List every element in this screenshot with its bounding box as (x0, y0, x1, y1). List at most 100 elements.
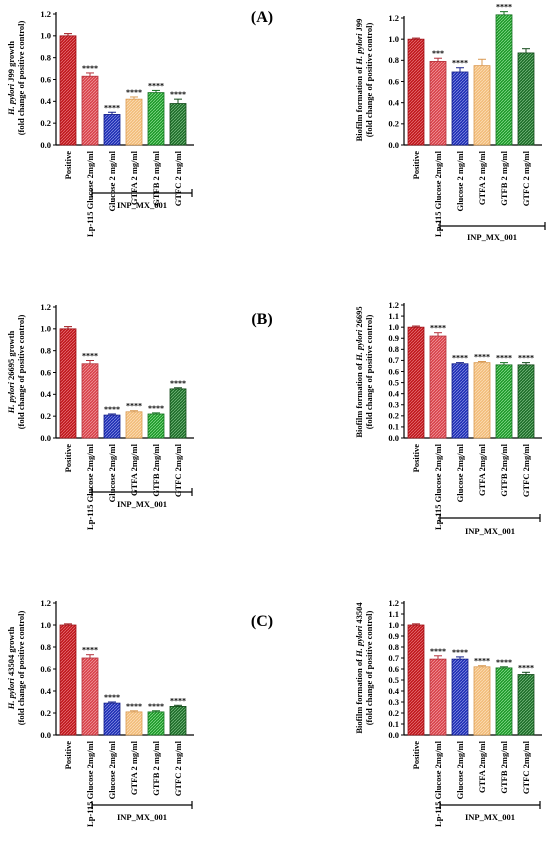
significance-label: **** (148, 81, 164, 90)
x-tick-label: GTFC 2mg/ml (521, 443, 531, 497)
x-tick-label: GTFA 2mg/ml (129, 443, 139, 496)
bar (517, 52, 535, 146)
y-tick-label: 0.2 (388, 708, 399, 718)
bar (429, 658, 447, 736)
y-tick-label: 0.6 (40, 664, 51, 674)
panel-label-b: (B) (251, 311, 272, 328)
bar (169, 388, 187, 439)
y-tick-label: 0.2 (40, 708, 51, 718)
bar (103, 702, 121, 736)
x-tick-label: Lp-115 Glucose 2mg/ml (433, 150, 443, 237)
x-tick-label: Lp-115 Glucose 2mg/ml (85, 740, 95, 827)
y-tick-label: 0.3 (388, 400, 399, 410)
bar (495, 364, 513, 439)
significance-label: **** (126, 88, 142, 97)
significance-label: **** (430, 324, 446, 333)
y-tick-label: 0.8 (388, 55, 399, 65)
y-tick-label: 0.6 (40, 74, 51, 84)
x-tick-label: Positive (63, 741, 73, 770)
y-tick-label: 0.4 (40, 96, 51, 106)
bar (81, 657, 99, 736)
significance-label: **** (126, 702, 142, 711)
y-tick-label: 0.8 (40, 52, 51, 62)
y-tick-label: 1.1 (388, 609, 399, 619)
y-axis-label: Biofilm formation of H. pylori J99(fold … (354, 19, 374, 142)
significance-label: **** (170, 696, 186, 705)
x-tick-label: GTFB 2 mg/ml (151, 740, 161, 795)
x-tick-label: Lp-115 Glucose 2mg/ml (85, 150, 95, 237)
bar (59, 328, 77, 439)
significance-label: **** (82, 646, 98, 655)
x-tick-label: Glucose 2 mg/ml (107, 150, 117, 211)
y-tick-label: 0.9 (388, 631, 399, 641)
y-tick-label: 0.0 (388, 730, 399, 740)
bar (407, 624, 425, 736)
y-tick-label: 0.0 (40, 433, 51, 443)
significance-label: **** (474, 353, 490, 362)
x-tick-label: GTFC 2 mg/ml (521, 150, 531, 206)
x-tick-label: Positive (411, 151, 421, 180)
bar (59, 624, 77, 736)
chart-26695-growth: 0.0 0.2 0.4 0.6 0.8 1.0 1.2 H. pylori 26695 gro… (6, 302, 194, 530)
chart-43504-growth: 0.0 0.2 0.4 0.6 0.8 1.0 1.2 H. pylori 43504 gro… (6, 598, 194, 827)
y-tick-label: 0.4 (388, 686, 399, 696)
x-tick-label: GTFA 2 mg/ml (129, 740, 139, 795)
y-tick-label: 0.1 (388, 719, 399, 729)
y-tick-label: 0.2 (388, 119, 399, 129)
chart-43504-biofilm: 0.00.10.20.30.40.50.60.70.80.91.01.11.2 B… (354, 598, 542, 827)
bar (451, 71, 469, 146)
significance-label: **** (452, 354, 468, 363)
y-tick-label: 1.2 (40, 9, 51, 19)
x-tick-label: GTFC 2mg/ml (173, 443, 183, 497)
y-tick-label: 0.0 (40, 730, 51, 740)
panel-label-a: (A) (251, 9, 273, 26)
y-tick-label: 0.6 (388, 76, 399, 86)
bar (169, 706, 187, 736)
x-tick-label: Glucose 2mg/ml (107, 443, 117, 502)
bar (125, 98, 143, 146)
significance-label: **** (518, 663, 534, 672)
y-tick-label: 0.6 (388, 366, 399, 376)
significance-label: **** (104, 405, 120, 414)
y-axis-label: H. pylori J99 growth(fold change of posi… (6, 21, 26, 136)
bar (451, 363, 469, 439)
y-tick-label: 0.4 (388, 388, 399, 398)
y-tick-label: 0.0 (388, 140, 399, 150)
bar (103, 414, 121, 439)
group-bracket-label: INP_MX_001 (465, 526, 515, 536)
y-tick-label: 0.2 (40, 118, 51, 128)
x-tick-label: Positive (411, 444, 421, 473)
y-tick-label: 0.5 (388, 675, 399, 685)
bar (103, 114, 121, 146)
significance-label: **** (126, 402, 142, 411)
significance-label: **** (474, 657, 490, 666)
y-tick-label: 0.4 (388, 97, 399, 107)
significance-label: **** (518, 354, 534, 363)
y-tick-label: 0.8 (388, 642, 399, 652)
y-axis-label: H. pylori 26695 growth(fold change of po… (6, 315, 26, 430)
bar (473, 362, 491, 439)
bar (147, 92, 165, 146)
bar (81, 363, 99, 439)
y-tick-label: 1.0 (388, 620, 399, 630)
significance-label: **** (452, 59, 468, 68)
x-tick-label: GTFA 2mg/ml (477, 740, 487, 793)
chart-j99-biofilm: 0.0 0.2 0.4 0.6 0.8 1.0 1.2 Biofilm formation o… (354, 3, 546, 242)
y-tick-label: 0.6 (388, 664, 399, 674)
bar (59, 35, 77, 146)
significance-label: **** (170, 90, 186, 99)
bar (429, 335, 447, 439)
y-tick-label: 0.7 (388, 653, 399, 663)
group-bracket-label: INP_MX_001 (117, 812, 167, 822)
significance-label: **** (496, 3, 512, 12)
y-tick-label: 0.2 (388, 411, 399, 421)
significance-label: **** (104, 693, 120, 702)
bar (517, 364, 535, 439)
x-tick-label: GTFC 2 mg/ml (173, 150, 183, 206)
x-tick-label: GTFB 2 mg/ml (499, 150, 509, 205)
panel-label-c: (C) (251, 613, 273, 630)
group-bracket-label: INP_MX_001 (117, 499, 167, 509)
x-tick-label: GTFB 2 mg/ml (151, 150, 161, 205)
bar (495, 14, 513, 146)
significance-label: **** (82, 64, 98, 73)
